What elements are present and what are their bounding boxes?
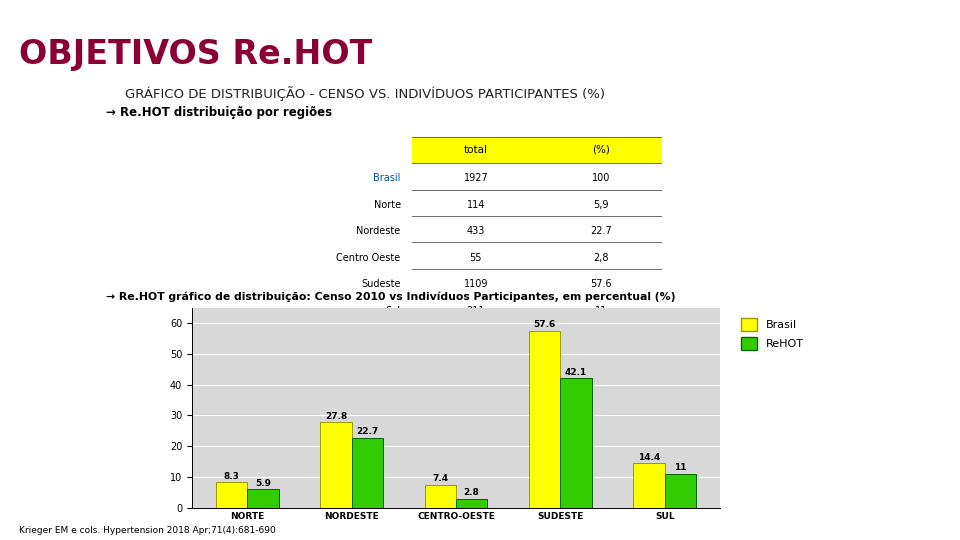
Text: 5,9: 5,9 [593, 200, 609, 210]
Bar [248, 489, 278, 508]
Text: 2.8: 2.8 [464, 489, 480, 497]
Text: Krieger EM e cols. Hypertension 2018 Apr;71(4):681-690: Krieger EM e cols. Hypertension 2018 Apr… [19, 525, 276, 535]
Text: 433: 433 [467, 226, 485, 236]
Bar [664, 474, 696, 508]
Text: 8.3: 8.3 [224, 471, 240, 481]
Text: 22.7: 22.7 [356, 427, 378, 436]
Text: 14.4: 14.4 [637, 453, 660, 462]
Text: 55: 55 [469, 253, 482, 262]
Text: 100: 100 [592, 173, 611, 183]
Text: GRÁFICO DE DISTRIBUIÇÃO - CENSO VS. INDIVÍDUOS PARTICIPANTES (%): GRÁFICO DE DISTRIBUIÇÃO - CENSO VS. INDI… [125, 86, 605, 102]
Text: Norte: Norte [373, 200, 400, 210]
Text: 27.8: 27.8 [324, 411, 348, 421]
Bar [634, 463, 664, 508]
Bar [412, 137, 662, 163]
Text: 42.1: 42.1 [564, 368, 588, 377]
Text: → Re.HOT distribuição por regiões: → Re.HOT distribuição por regiões [106, 106, 332, 119]
Text: 2,8: 2,8 [593, 253, 609, 262]
Text: 211: 211 [467, 306, 485, 315]
Text: Sul: Sul [386, 306, 400, 315]
Text: 11: 11 [595, 306, 608, 315]
Bar [424, 485, 456, 508]
Bar [216, 482, 248, 508]
Bar [351, 438, 383, 508]
Text: 5.9: 5.9 [255, 479, 271, 488]
Text: OBJETIVOS Re.HOT: OBJETIVOS Re.HOT [19, 38, 372, 71]
Text: 114: 114 [467, 200, 485, 210]
Text: → Re.HOT gráfico de distribuição: Censo 2010 vs Indivíduos Participantes, em per: → Re.HOT gráfico de distribuição: Censo … [106, 292, 675, 302]
Bar [321, 422, 351, 508]
Text: (%): (%) [592, 145, 611, 155]
Text: 22.7: 22.7 [590, 226, 612, 236]
Legend: Brasil, ReHOT: Brasil, ReHOT [736, 313, 808, 355]
Text: Centro Oeste: Centro Oeste [336, 253, 400, 262]
Bar [529, 330, 561, 508]
Bar [561, 378, 591, 508]
Text: Nordeste: Nordeste [356, 226, 400, 236]
Text: Brasil: Brasil [373, 173, 400, 183]
Text: Sudeste: Sudeste [361, 279, 400, 289]
Text: 1109: 1109 [464, 279, 488, 289]
Text: 57.6: 57.6 [534, 320, 556, 329]
Text: 1927: 1927 [464, 173, 489, 183]
Text: 11: 11 [674, 463, 686, 472]
Bar [456, 499, 488, 508]
Text: 57.6: 57.6 [590, 279, 612, 289]
Text: total: total [464, 145, 488, 155]
Text: 7.4: 7.4 [432, 474, 448, 483]
